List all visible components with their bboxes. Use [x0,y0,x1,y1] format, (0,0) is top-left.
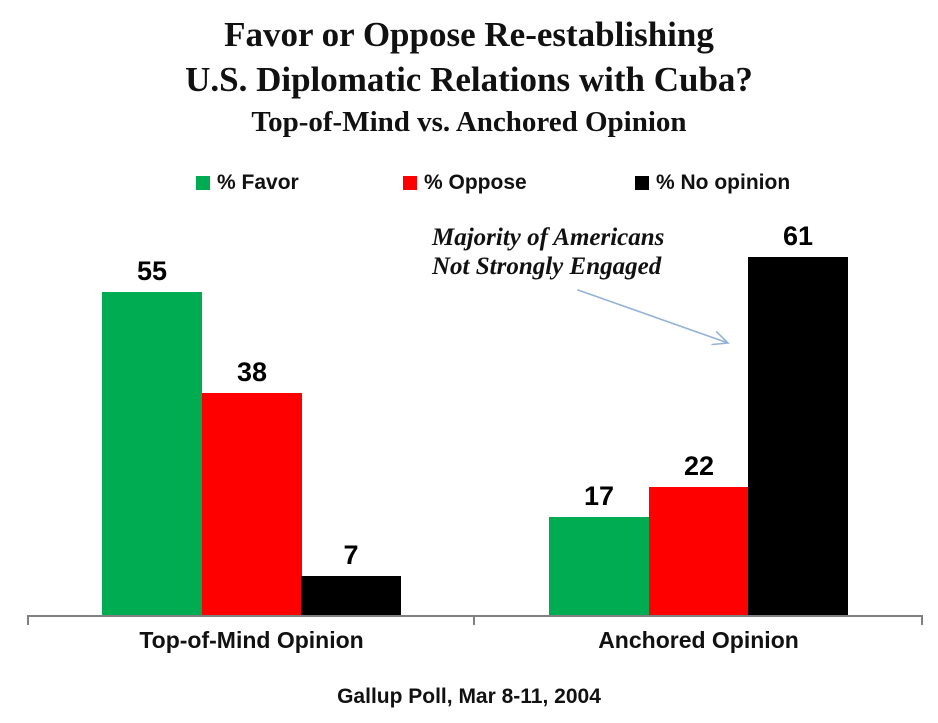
annotation-line-2: Not Strongly Engaged [432,253,662,280]
x-axis-line [27,615,923,617]
legend-label-favor: % Favor [217,171,299,194]
value-label-no-opinion-anchored-opinion: 61 [782,221,814,251]
annotation-line-1: Majority of Americans [432,224,665,251]
title-line-2: U.S. Diplomatic Relations with Cuba? [185,60,753,99]
legend-item-no-opinion: % No opinion [635,168,790,198]
value-label-oppose-anchored-opinion: 22 [683,451,715,481]
value-label-favor-top-of-mind-opinion: 55 [136,256,168,286]
legend-label-no-opinion: % No opinion [656,171,791,194]
chart-title: Favor or Oppose Re-establishing U.S. Dip… [0,12,938,142]
chart-subtitle: Top-of-Mind vs. Anchored Opinion [251,106,687,138]
source-citation: Gallup Poll, Mar 8-11, 2004 [337,685,601,708]
oppose-swatch-icon [403,176,417,190]
bar-no-opinion-anchored-opinion [748,257,848,617]
legend-item-oppose: % Oppose [403,168,527,198]
bar-favor-top-of-mind-opinion [102,292,202,617]
favor-swatch-icon [196,176,210,190]
no-opinion-swatch-icon [635,176,649,190]
legend-item-favor: % Favor [196,168,299,198]
bar-oppose-top-of-mind-opinion [202,393,302,617]
category-label-anchored: Anchored Opinion [598,627,799,653]
value-label-oppose-top-of-mind-opinion: 38 [236,357,268,387]
title-line-1: Favor or Oppose Re-establishing [224,15,714,54]
axis-tick-left [27,616,29,625]
legend: % Favor % Oppose % No opinion [0,168,938,198]
bar-no-opinion-top-of-mind-opinion [301,576,401,617]
bar-favor-anchored-opinion [549,517,649,617]
category-label-top-of-mind: Top-of-Mind Opinion [139,627,364,653]
axis-tick-right [921,616,923,625]
bar-oppose-anchored-opinion [649,487,749,617]
value-label-no-opinion-top-of-mind-opinion: 7 [343,540,359,570]
axis-tick-middle [473,616,475,625]
value-label-favor-anchored-opinion: 17 [583,481,615,511]
annotation-text: Majority of Americans Not Strongly Engag… [432,223,664,281]
legend-label-oppose: % Oppose [424,171,527,194]
